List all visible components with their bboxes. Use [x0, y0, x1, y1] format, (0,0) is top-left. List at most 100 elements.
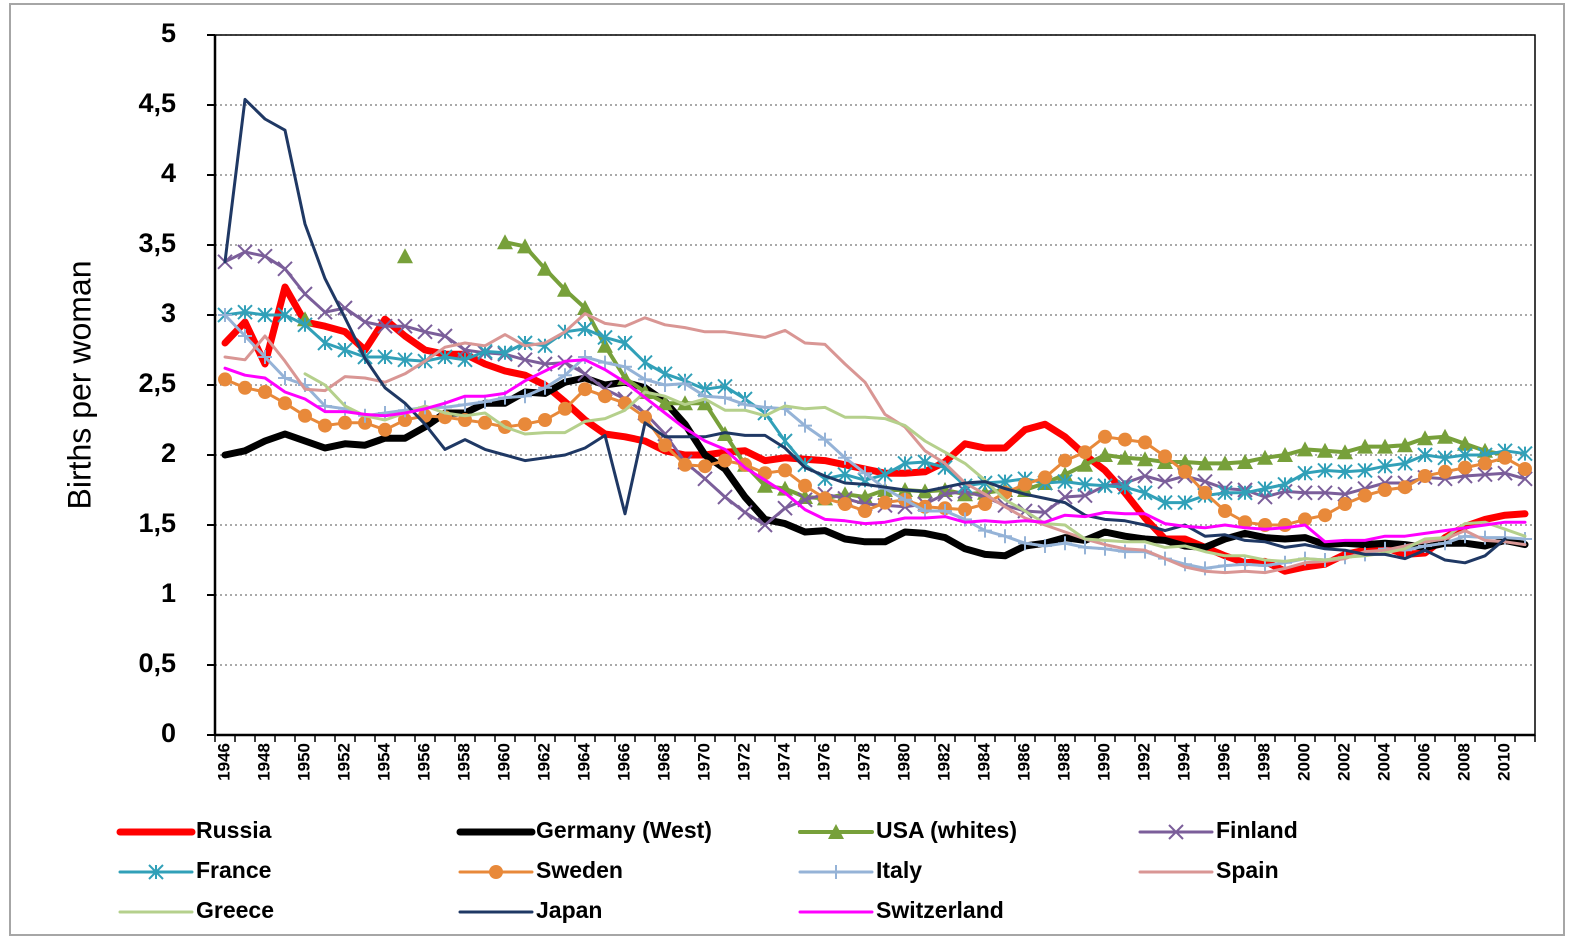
- marker: [897, 455, 913, 472]
- marker: [297, 317, 313, 333]
- marker: [397, 352, 413, 368]
- marker: [378, 406, 392, 420]
- series-line: [223, 310, 1527, 505]
- y-tick-label: 0,5: [138, 648, 176, 678]
- legend-label: Greece: [196, 897, 274, 923]
- marker: [257, 248, 273, 264]
- y-tick-label: 5: [161, 18, 176, 48]
- x-tick-label: 1972: [734, 743, 753, 781]
- legend-label: Finland: [1216, 817, 1298, 843]
- marker: [1197, 455, 1213, 471]
- marker: [1077, 456, 1093, 472]
- marker: [1077, 476, 1093, 493]
- marker: [1478, 456, 1492, 471]
- marker: [238, 380, 252, 395]
- marker: [1418, 469, 1432, 483]
- marker: [278, 396, 292, 411]
- x-tick-label: 1986: [1014, 743, 1033, 781]
- marker: [148, 864, 164, 880]
- x-tick-label: 1998: [1254, 743, 1273, 781]
- marker: [1297, 485, 1313, 501]
- marker: [337, 300, 353, 316]
- marker: [778, 463, 792, 478]
- marker: [837, 466, 853, 483]
- marker: [757, 517, 773, 533]
- x-tick-label: 1976: [814, 743, 833, 781]
- marker: [1057, 473, 1073, 490]
- legend-item: Switzerland: [798, 897, 1004, 923]
- marker: [1238, 557, 1252, 572]
- marker: [1218, 558, 1232, 573]
- marker: [258, 350, 272, 364]
- marker: [1198, 485, 1212, 500]
- marker: [757, 477, 773, 493]
- marker: [1317, 442, 1333, 458]
- marker: [258, 385, 272, 399]
- marker: [638, 372, 652, 387]
- legend-item: Germany (West): [456, 817, 712, 843]
- marker: [1137, 468, 1153, 484]
- x-tick-label: 1990: [1094, 743, 1113, 781]
- marker: [1118, 544, 1132, 559]
- legend-item: USA (whites): [798, 817, 1017, 843]
- marker: [1477, 466, 1493, 483]
- legend-item: France: [118, 857, 271, 883]
- x-tick-label: 1960: [494, 743, 513, 781]
- marker: [758, 400, 772, 415]
- marker: [1037, 504, 1053, 521]
- x-tick-label: 2006: [1414, 743, 1433, 781]
- x-tick-label: 2002: [1334, 743, 1353, 781]
- marker: [557, 281, 573, 297]
- marker: [777, 500, 793, 516]
- y-tick-label: 3: [161, 298, 176, 328]
- marker: [1168, 824, 1184, 840]
- x-tick-label: 1952: [334, 743, 353, 781]
- marker: [818, 491, 832, 506]
- x-tick-label: 1948: [254, 743, 273, 781]
- marker: [357, 314, 373, 330]
- marker: [1298, 512, 1312, 527]
- marker: [1237, 454, 1253, 469]
- legend-label: Japan: [536, 897, 602, 923]
- marker: [798, 418, 812, 433]
- x-tick-label: 2008: [1454, 743, 1473, 781]
- marker: [1438, 464, 1452, 479]
- x-tick-label: 2000: [1294, 743, 1313, 781]
- marker: [1157, 494, 1173, 511]
- marker: [1137, 485, 1153, 501]
- marker: [558, 368, 572, 383]
- legend-label: USA (whites): [876, 817, 1017, 843]
- marker: [597, 329, 613, 346]
- marker: [218, 308, 232, 322]
- marker: [697, 471, 713, 487]
- legend-label: Spain: [1216, 857, 1279, 883]
- marker: [457, 352, 473, 368]
- marker: [278, 371, 292, 385]
- x-tick-label: 2004: [1374, 742, 1393, 780]
- marker: [1177, 454, 1193, 469]
- marker: [878, 495, 892, 510]
- x-tick-label: 1966: [614, 743, 633, 781]
- marker: [597, 337, 613, 353]
- x-tick-label: 1996: [1214, 743, 1233, 781]
- marker: [497, 234, 513, 250]
- marker: [377, 349, 393, 365]
- marker: [538, 380, 552, 395]
- legend-item: Spain: [1138, 857, 1279, 883]
- marker: [397, 248, 413, 264]
- marker: [437, 349, 453, 365]
- y-tick-label: 1,5: [138, 508, 176, 538]
- marker: [1237, 485, 1253, 501]
- x-tick-label: 1988: [1054, 743, 1073, 781]
- x-tick-label: 1950: [294, 743, 313, 781]
- marker: [1317, 462, 1333, 479]
- x-tick-label: 1984: [974, 742, 993, 780]
- marker: [1178, 464, 1192, 479]
- marker: [218, 372, 232, 387]
- marker: [317, 304, 333, 320]
- marker: [398, 413, 412, 427]
- marker: [718, 453, 732, 468]
- marker: [489, 865, 503, 879]
